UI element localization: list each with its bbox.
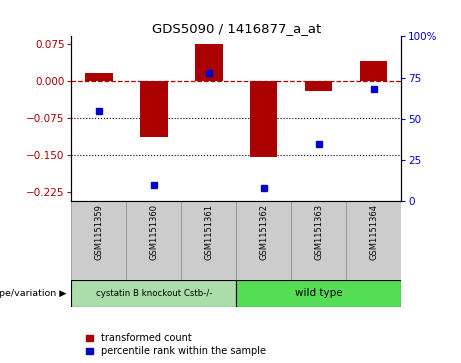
Text: GSM1151360: GSM1151360 — [149, 204, 159, 260]
Bar — [195, 44, 223, 81]
Text: genotype/variation ▶: genotype/variation ▶ — [0, 289, 67, 298]
Bar — [346, 201, 401, 280]
Legend: transformed count, percentile rank within the sample: transformed count, percentile rank withi… — [86, 333, 266, 356]
Bar — [250, 81, 278, 157]
Bar — [360, 61, 387, 81]
Text: GSM1151364: GSM1151364 — [369, 204, 378, 260]
Text: cystatin B knockout Cstb-/-: cystatin B knockout Cstb-/- — [96, 289, 212, 298]
Bar — [236, 201, 291, 280]
Bar — [85, 73, 112, 81]
Bar — [71, 201, 126, 280]
Bar — [181, 201, 236, 280]
Bar — [71, 280, 236, 307]
Text: GSM1151362: GSM1151362 — [259, 204, 268, 260]
Bar — [140, 81, 168, 137]
Bar — [305, 81, 332, 90]
Text: wild type: wild type — [295, 288, 343, 298]
Text: GSM1151361: GSM1151361 — [204, 204, 213, 260]
Text: GSM1151359: GSM1151359 — [95, 204, 103, 260]
Title: GDS5090 / 1416877_a_at: GDS5090 / 1416877_a_at — [152, 22, 321, 35]
Text: GSM1151363: GSM1151363 — [314, 204, 323, 260]
Bar — [126, 201, 181, 280]
Bar — [236, 280, 401, 307]
Bar — [291, 201, 346, 280]
